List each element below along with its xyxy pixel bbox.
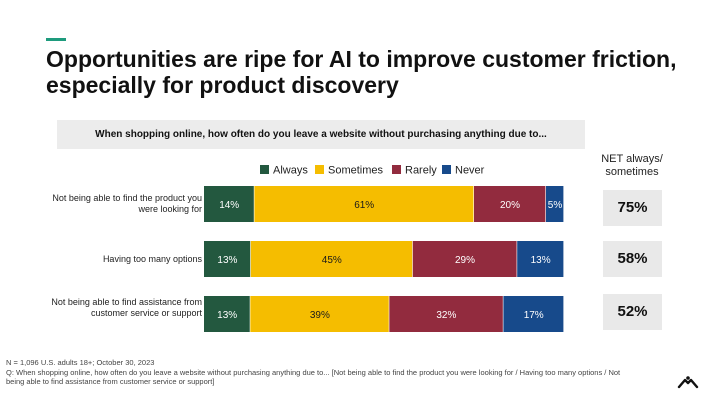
- net-value-2: 58%: [603, 241, 662, 277]
- bar-always-row-1: [204, 186, 254, 222]
- net-header: NET always/ sometimes: [601, 153, 663, 178]
- bar-label-never-row-3: 17%: [524, 310, 544, 321]
- bar-label-never-row-1: 5%: [548, 200, 563, 211]
- bar-label-rarely-row-1: 20%: [500, 200, 520, 211]
- footnote-question: Q: When shopping online, how often do yo…: [6, 368, 621, 386]
- net-value-1: 75%: [603, 190, 662, 226]
- legend-swatch-sometimes: [315, 165, 324, 174]
- legend-label-rarely: Rarely: [405, 165, 437, 177]
- legend-label-sometimes: Sometimes: [328, 165, 384, 177]
- bar-sometimes-row-2: [250, 241, 413, 277]
- legend-swatch-rarely: [392, 165, 401, 174]
- chart-question: When shopping online, how often do you l…: [95, 129, 547, 140]
- bar-rarely-row-2: [412, 241, 517, 277]
- row-label-1: Not being able to find the product you w…: [52, 193, 202, 214]
- legend-swatch-never: [442, 165, 451, 174]
- stacked-bar-chart: 14% 61% 20% 5% 13% 45% 29% 13% 13% 39% 32% 17%: [204, 186, 564, 332]
- bar-always-row-3: [204, 296, 250, 332]
- bar-label-always-row-3: 13%: [217, 310, 237, 321]
- row-label-3: Not being able to find assistance from c…: [51, 297, 202, 318]
- bar-sometimes-row-1: [254, 186, 474, 222]
- bar-label-rarely-row-2: 29%: [455, 255, 475, 266]
- bar-never-row-2: [517, 241, 564, 277]
- bar-label-sometimes-row-3: 39%: [310, 310, 330, 321]
- bar-never-row-1: [546, 186, 564, 222]
- footnote-sample: N = 1,096 U.S. adults 18+; October 30, 2…: [6, 358, 155, 367]
- title-accent-bar: [46, 38, 66, 41]
- legend-swatch-always: [260, 165, 269, 174]
- bar-label-sometimes-row-2: 45%: [322, 255, 342, 266]
- bar-label-always-row-1: 14%: [219, 200, 239, 211]
- bar-label-sometimes-row-1: 61%: [354, 200, 374, 211]
- bar-sometimes-row-3: [250, 296, 389, 332]
- bar-label-always-row-2: 13%: [217, 255, 237, 266]
- bar-label-rarely-row-3: 32%: [436, 310, 456, 321]
- question-banner: When shopping online, how often do you l…: [57, 120, 585, 149]
- slide-title: Opportunities are ripe for AI to improve…: [46, 46, 677, 98]
- brand-logo-icon: [677, 376, 699, 389]
- bar-never-row-3: [503, 296, 564, 332]
- bar-label-never-row-2: 13%: [531, 255, 551, 266]
- legend-label-never: Never: [455, 165, 485, 177]
- net-value-3: 52%: [603, 294, 662, 330]
- bar-rarely-row-1: [474, 186, 546, 222]
- row-label-2: Having too many options: [102, 254, 202, 264]
- bar-rarely-row-3: [389, 296, 503, 332]
- bar-always-row-2: [204, 241, 251, 277]
- legend-label-always: Always: [273, 165, 308, 177]
- chart-legend: Always Sometimes Rarely Never: [260, 165, 485, 177]
